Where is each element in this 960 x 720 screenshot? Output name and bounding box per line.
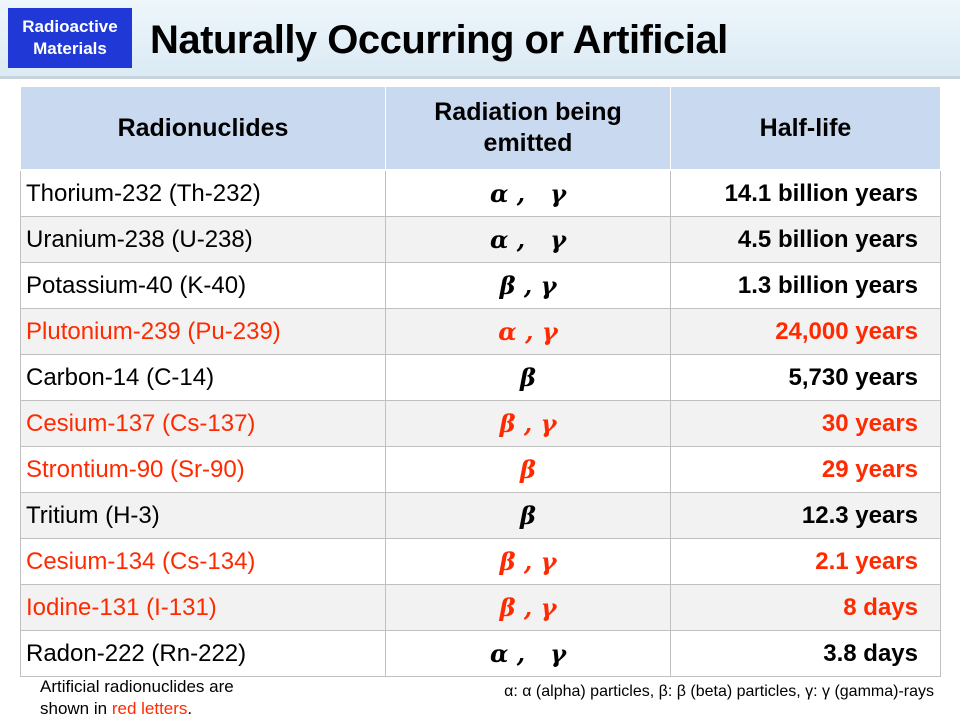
- table-row: Carbon-14 (C-14) β 5,730 years: [20, 354, 941, 401]
- table-header-row: Radionuclides Radiation being emitted Ha…: [20, 86, 941, 171]
- radionuclide-name-cell: Cesium-134 (Cs-134): [20, 538, 386, 585]
- table-row: Cesium-134 (Cs-134) β , γ 2.1 years: [20, 538, 941, 585]
- radionuclide-name-cell: Plutonium-239 (Pu-239): [20, 308, 386, 355]
- half-life-cell: 1.3 billion years: [670, 262, 941, 309]
- half-life-cell: 29 years: [670, 446, 941, 493]
- half-life-cell: 30 years: [670, 400, 941, 447]
- note-line-2-suffix: .: [187, 699, 193, 718]
- note-line-2-prefix: shown in: [40, 699, 112, 718]
- column-header-radiation: Radiation being emitted: [385, 86, 671, 171]
- radiation-cell: β , γ: [385, 262, 671, 309]
- radiation-cell: α , γ: [385, 630, 671, 677]
- table-row: Uranium-238 (U-238) α , γ 4.5 billion year…: [20, 216, 941, 263]
- radiation-cell: β , γ: [385, 400, 671, 447]
- badge-line-1: Radioactive: [22, 17, 118, 36]
- table-body: Thorium-232 (Th-232) α , γ 14.1 billion ye…: [20, 169, 941, 677]
- radiation-cell: β: [385, 492, 671, 539]
- radionuclide-name-cell: Thorium-232 (Th-232): [20, 169, 386, 217]
- half-life-cell: 3.8 days: [670, 630, 941, 677]
- table-row: Cesium-137 (Cs-137) β , γ 30 years: [20, 400, 941, 447]
- radiation-key-note: α: α (alpha) particles, β: β (beta) part…: [504, 683, 934, 700]
- column-header-radionuclides: Radionuclides: [20, 86, 386, 171]
- table-row: Thorium-232 (Th-232) α , γ 14.1 billion ye…: [20, 169, 941, 217]
- radionuclide-name-cell: Uranium-238 (U-238): [20, 216, 386, 263]
- radiation-cell: α , γ: [385, 169, 671, 217]
- table-row: Strontium-90 (Sr-90) β 29 years: [20, 446, 941, 493]
- radionuclide-name-cell: Tritium (H-3): [20, 492, 386, 539]
- radionuclide-name-cell: Strontium-90 (Sr-90): [20, 446, 386, 493]
- half-life-cell: 2.1 years: [670, 538, 941, 585]
- table-row: Radon-222 (Rn-222) α , γ 3.8 days: [20, 630, 941, 677]
- radionuclide-name-cell: Radon-222 (Rn-222): [20, 630, 386, 677]
- column-header-half-life: Half-life: [670, 86, 941, 171]
- note-red-letters: red letters: [111, 699, 188, 718]
- half-life-cell: 14.1 billion years: [670, 169, 941, 217]
- table-row: Potassium-40 (K-40) β , γ 1.3 billion year…: [20, 262, 941, 309]
- radionuclide-table: Radionuclides Radiation being emitted Ha…: [20, 86, 941, 677]
- radiation-cell: β , γ: [385, 538, 671, 585]
- table-row: Tritium (H-3) β 12.3 years: [20, 492, 941, 539]
- radiation-cell: α , γ: [385, 216, 671, 263]
- note-line-1: Artificial radionuclides are: [40, 677, 234, 696]
- half-life-cell: 12.3 years: [670, 492, 941, 539]
- radiation-cell: β: [385, 446, 671, 493]
- radionuclide-name-cell: Carbon-14 (C-14): [20, 354, 386, 401]
- artificial-legend-note: Artificial radionuclides are shown in re…: [40, 676, 340, 720]
- table-row: Plutonium-239 (Pu-239) α , γ 24,000 years: [20, 308, 941, 355]
- half-life-cell: 4.5 billion years: [670, 216, 941, 263]
- radionuclide-name-cell: Cesium-137 (Cs-137): [20, 400, 386, 447]
- category-badge: Radioactive Materials: [8, 8, 132, 68]
- half-life-cell: 24,000 years: [670, 308, 941, 355]
- radiation-cell: β , γ: [385, 584, 671, 631]
- badge-line-2: Materials: [33, 39, 107, 58]
- radionuclide-name-cell: Potassium-40 (K-40): [20, 262, 386, 309]
- radiation-cell: α , γ: [385, 308, 671, 355]
- title-banner: [0, 0, 960, 79]
- half-life-cell: 8 days: [670, 584, 941, 631]
- half-life-cell: 5,730 years: [670, 354, 941, 401]
- radiation-cell: β: [385, 354, 671, 401]
- radionuclide-name-cell: Iodine-131 (I-131): [20, 584, 386, 631]
- page-title: Naturally Occurring or Artificial: [150, 18, 728, 62]
